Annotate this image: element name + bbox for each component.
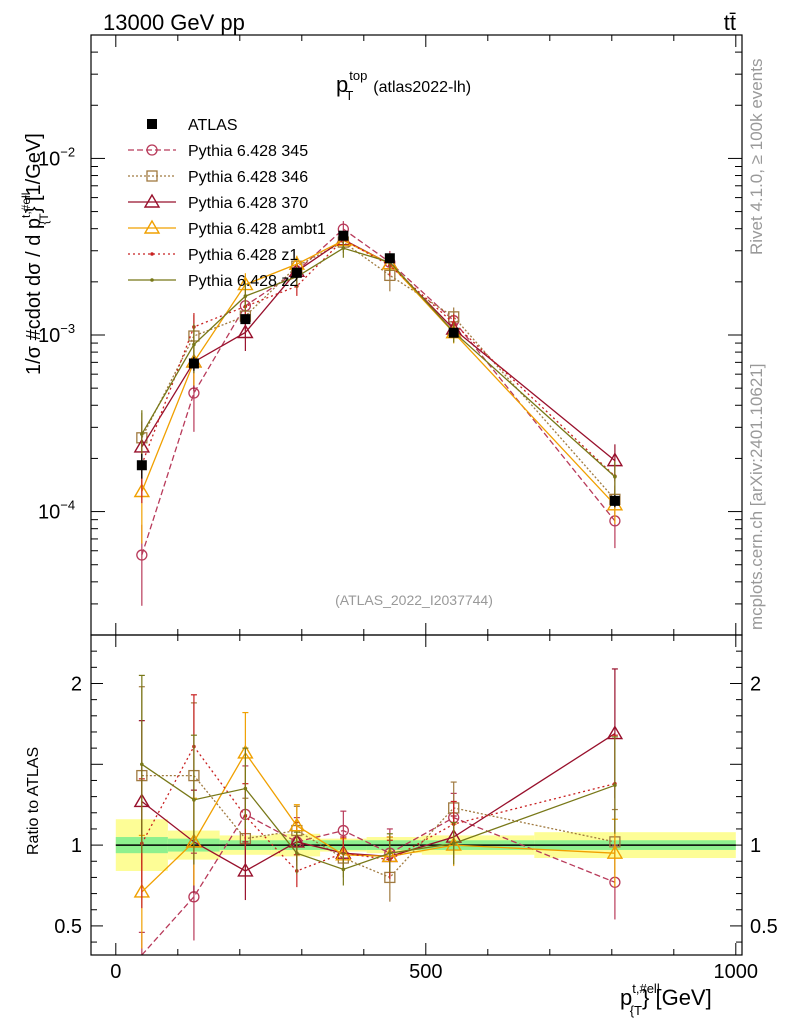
legend-marker-3 bbox=[143, 219, 161, 234]
x-tick-label: 0 bbox=[110, 961, 121, 983]
atlas-point bbox=[291, 267, 302, 278]
plot-title-sub: T bbox=[345, 88, 353, 103]
ratio-line-5 bbox=[141, 763, 616, 871]
y-axis-label-tail: } [1/GeV] bbox=[23, 133, 45, 213]
atlas-point bbox=[188, 358, 199, 369]
atlas-point bbox=[240, 314, 251, 325]
ratio-line-2 bbox=[141, 733, 616, 872]
ratio-point-5 bbox=[613, 783, 617, 788]
series-point-2 bbox=[237, 324, 254, 339]
atlas-point bbox=[136, 460, 147, 471]
series-point-5 bbox=[140, 432, 144, 436]
header-right: tt̄ bbox=[724, 10, 736, 35]
axis-ticks: 0 500 1000 10−4 10−3 10−2 0.5 0.5 1 1 2 2 bbox=[38, 34, 778, 983]
y-tick-label: 10−4 bbox=[38, 498, 75, 524]
legend-label-2: Pythia 6.428 370 bbox=[188, 195, 308, 212]
x-axis-label: pt,#ell {T} [GeV] bbox=[620, 981, 712, 1018]
legend-label-4: Pythia 6.428 z1 bbox=[188, 247, 298, 264]
rivet-info: Rivet 4.1.0, ≥ 100k events bbox=[747, 59, 766, 255]
legend-label-5: Pythia 6.428 z2 bbox=[188, 273, 298, 290]
ratio-line-3 bbox=[141, 751, 615, 893]
ratio-line-0 bbox=[141, 813, 616, 956]
y-axis-label: 1/σ #cdot dσ / d pt,#ell {T} [1/GeV] bbox=[19, 133, 51, 375]
ratio-point-2 bbox=[237, 862, 254, 877]
plot-title: ptop T (atlas2022-lh) bbox=[336, 68, 471, 103]
legend-label-3: Pythia 6.428 ambt1 bbox=[188, 221, 326, 238]
plot-area bbox=[133, 221, 624, 956]
legend-label-atlas: ATLAS bbox=[188, 117, 238, 134]
legend-marker-0 bbox=[146, 144, 158, 156]
plot-title-main: p bbox=[336, 72, 348, 97]
ratio-point-5 bbox=[243, 786, 248, 791]
series-point-5 bbox=[613, 474, 617, 479]
ratio-y-axis-label: Ratio to ATLAS bbox=[25, 747, 42, 855]
atlas-point bbox=[609, 495, 620, 506]
ratio-frame bbox=[90, 634, 743, 956]
y-tick-label: 10−3 bbox=[38, 321, 75, 347]
series-point-5 bbox=[341, 246, 346, 250]
y-axis-label-main: 1/σ #cdot dσ / d p bbox=[23, 218, 45, 375]
plot-title-sup: top bbox=[349, 68, 367, 83]
mcplots-info: mcplots.cern.ch [arXiv:2401.10621] bbox=[747, 364, 766, 630]
x-axis-label-sub: {T bbox=[630, 1003, 642, 1018]
ratio-point-5 bbox=[341, 867, 346, 872]
legend-marker-2 bbox=[143, 193, 161, 208]
ratio-point-5 bbox=[140, 762, 144, 767]
legend-label-0: Pythia 6.428 345 bbox=[188, 143, 308, 160]
ratio-y-tick-label-right: 2 bbox=[750, 673, 761, 695]
ratio-line-4 bbox=[141, 745, 616, 872]
legend-label-1: Pythia 6.428 346 bbox=[188, 169, 308, 186]
ratio-y-tick-label: 1 bbox=[71, 835, 82, 857]
legend: ATLAS Pythia 6.428 345 Pythia 6.428 346 Pyt… bbox=[128, 117, 326, 290]
ratio-point-0 bbox=[337, 824, 349, 837]
ratio-point-3 bbox=[606, 844, 624, 859]
analysis-id: (ATLAS_2022_I2037744) bbox=[335, 592, 493, 608]
ratio-point-5 bbox=[451, 841, 456, 846]
ratio-y-tick-label: 0.5 bbox=[54, 916, 82, 938]
ratio-y-tick-label: 2 bbox=[71, 673, 82, 695]
ratio-point-5 bbox=[295, 851, 299, 855]
ratio-line-1 bbox=[141, 774, 616, 879]
ratio-point-5 bbox=[388, 851, 392, 855]
plot-title-tag: (atlas2022-lh) bbox=[373, 79, 471, 96]
header-left: 13000 GeV pp bbox=[103, 10, 245, 35]
x-tick-label: 1000 bbox=[714, 961, 759, 983]
legend-marker-1 bbox=[146, 170, 158, 182]
ratio-y-tick-label-right: 0.5 bbox=[750, 916, 778, 938]
series-line-2 bbox=[141, 238, 616, 462]
y-axis-label-sup: t,#ell bbox=[19, 193, 33, 218]
atlas-point bbox=[384, 253, 395, 264]
series-line-5 bbox=[141, 247, 616, 478]
series-line-0 bbox=[141, 228, 616, 556]
x-axis-label-sup: t,#ell bbox=[632, 981, 660, 996]
legend-marker-4 bbox=[150, 252, 154, 256]
y-axis-label-sub: {T bbox=[37, 213, 51, 225]
legend-marker-atlas bbox=[147, 119, 157, 129]
x-axis-label-main: p bbox=[620, 985, 632, 1010]
x-axis-label-tail: } [GeV] bbox=[642, 985, 712, 1010]
ratio-point-5 bbox=[192, 798, 196, 802]
atlas-point bbox=[338, 230, 349, 241]
y-tick-label: 10−2 bbox=[38, 144, 75, 170]
ratio-y-tick-label-right: 1 bbox=[750, 835, 761, 857]
x-tick-label: 500 bbox=[409, 961, 442, 983]
atlas-point bbox=[448, 327, 459, 338]
series-point-5 bbox=[192, 342, 196, 347]
series-point-0 bbox=[136, 549, 148, 561]
series-point-5 bbox=[243, 294, 248, 298]
legend-marker-5 bbox=[150, 278, 154, 282]
ratio-point-3 bbox=[288, 817, 306, 832]
